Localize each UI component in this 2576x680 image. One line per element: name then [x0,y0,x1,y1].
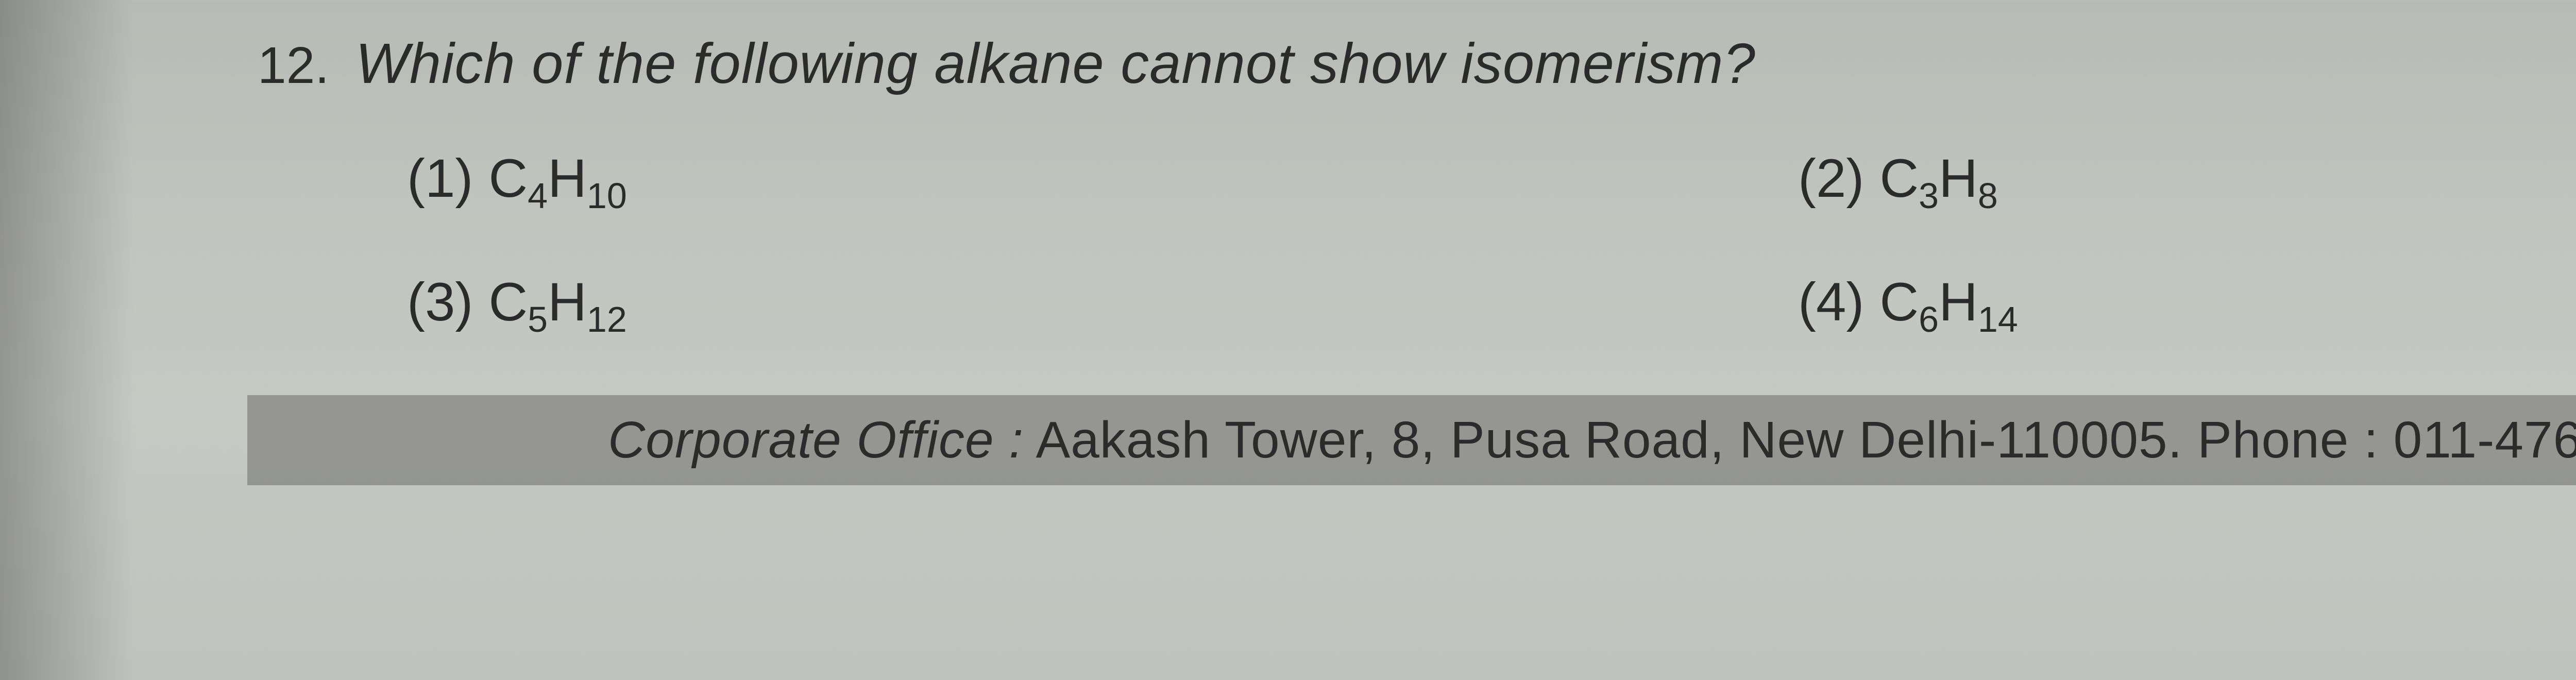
option-1-label: (1) [407,148,473,210]
formula-sub1: 6 [1919,299,1939,339]
option-2: (2) C3H8 [1798,148,2576,210]
option-2-label: (2) [1798,148,1864,210]
formula-h: H [1939,272,1978,332]
option-4-label: (4) [1798,271,1864,333]
option-4: (4) C6H14 [1798,271,2576,333]
formula-c: C [488,272,528,332]
formula-sub2: 8 [1978,176,1998,216]
formula-sub2: 12 [587,299,627,339]
formula-h: H [548,148,587,209]
question-line: 12. Which of the following alkane cannot… [258,31,2576,96]
formula-c: C [1879,272,1919,332]
formula-sub1: 3 [1919,176,1939,216]
formula-sub2: 10 [587,176,627,216]
formula-sub1: 5 [528,299,548,339]
option-3-label: (3) [407,271,473,333]
footer-corporate: Corporate Office : [608,411,1024,469]
option-1-formula: C4H10 [488,148,626,210]
question-text: Which of the following alkane cannot sho… [355,31,1756,96]
option-3-formula: C5H12 [488,271,626,333]
formula-sub1: 4 [528,176,548,216]
formula-c: C [488,148,528,209]
option-2-formula: C3H8 [1879,148,1998,210]
option-4-formula: C6H14 [1879,271,2018,333]
option-1: (1) C4H10 [407,148,1798,210]
options-grid: (1) C4H10 (2) C3H8 (3) C5H12 (4) C6H14 [407,148,2576,333]
footer-rest: Aakash Tower, 8, Pusa Road, New Delhi-11… [1024,411,2576,469]
formula-c: C [1879,148,1919,209]
formula-sub2: 14 [1978,299,2018,339]
footer-bar: Corporate Office : Aakash Tower, 8, Pusa… [247,395,2576,485]
formula-h: H [548,272,587,332]
option-3: (3) C5H12 [407,271,1798,333]
formula-h: H [1939,148,1978,209]
question-number: 12. [258,36,335,95]
